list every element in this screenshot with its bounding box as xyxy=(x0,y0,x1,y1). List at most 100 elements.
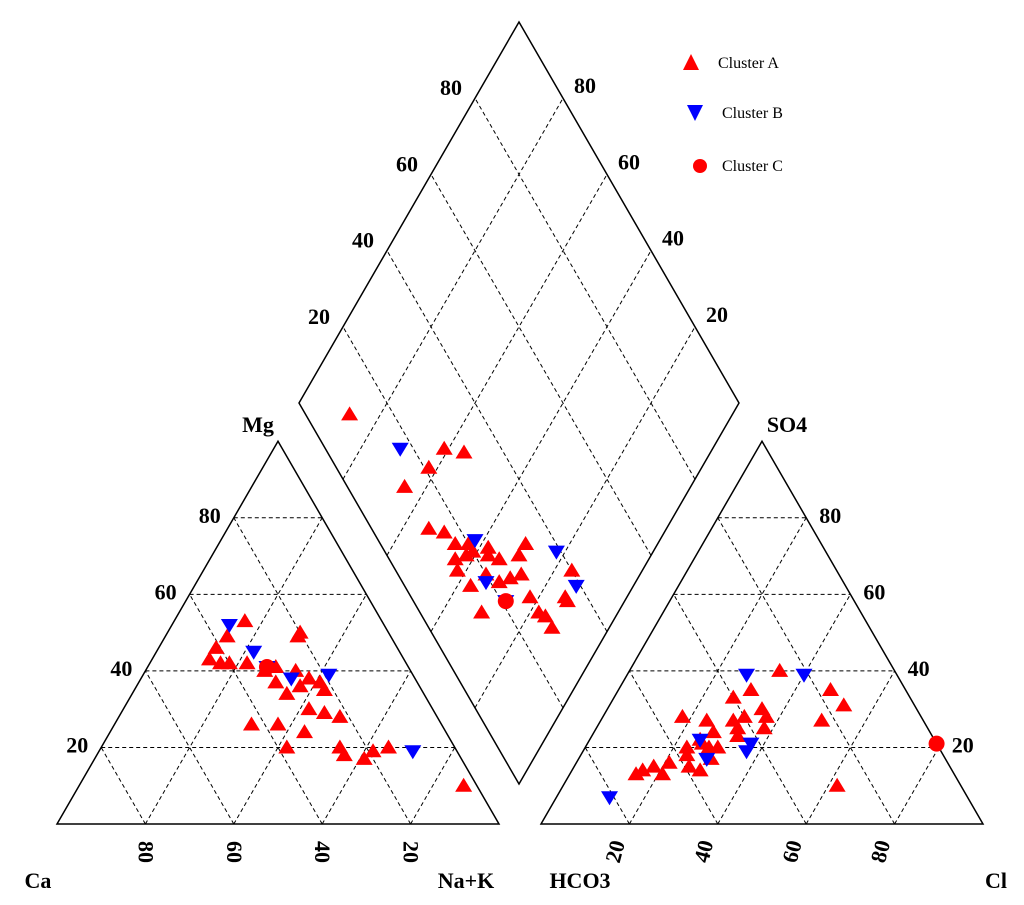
cation-point-cluster-a xyxy=(311,674,329,689)
anion-point-cluster-a xyxy=(678,747,696,762)
anion-point-cluster-a xyxy=(691,762,709,777)
diamond-point-cluster-a xyxy=(530,604,548,619)
tick-label-diamond-right: 60 xyxy=(618,149,640,174)
diamond-point-cluster-a xyxy=(501,570,519,585)
data-points xyxy=(200,406,945,806)
tick-label-diamond-right: 80 xyxy=(574,73,596,98)
cation-point-cluster-b xyxy=(282,672,300,687)
cation-point-cluster-a xyxy=(315,704,333,719)
tick-label-diamond-left: 80 xyxy=(440,75,462,100)
anion-point-cluster-a xyxy=(735,708,753,723)
cation-point-cluster-a xyxy=(355,750,373,765)
anion-point-cluster-a xyxy=(673,708,691,723)
tick-label-diamond-right: 40 xyxy=(662,226,684,251)
anion-point-cluster-b xyxy=(795,668,813,683)
cation-point-cluster-a xyxy=(242,716,260,731)
anion-point-cluster-a xyxy=(771,662,789,677)
diamond-grid-a xyxy=(430,250,652,632)
cation-grid-nak xyxy=(410,747,456,825)
cation-point-cluster-a xyxy=(289,628,307,643)
anion-grid-cl xyxy=(717,594,851,825)
cation-point-cluster-a xyxy=(238,655,256,670)
cation-point-cluster-a xyxy=(269,716,287,731)
diamond-point-cluster-b xyxy=(466,534,484,549)
anion-point-cluster-a xyxy=(698,712,716,727)
cation-point-cluster-b xyxy=(245,645,263,660)
cation-point-cluster-b xyxy=(220,618,238,633)
diamond-point-cluster-a xyxy=(490,574,508,589)
cation-point-cluster-b xyxy=(404,745,422,760)
anion-point-cluster-a xyxy=(757,708,775,723)
diamond-point-cluster-a xyxy=(396,478,414,493)
diamond-point-cluster-a xyxy=(455,444,473,459)
cation-point-cluster-a xyxy=(200,651,218,666)
diamond-point-cluster-b xyxy=(391,442,409,457)
so4-axis-label: SO4 xyxy=(767,412,807,437)
diamond-frame xyxy=(298,20,740,786)
cation-point-cluster-a xyxy=(236,613,254,628)
anion-point-cluster-a xyxy=(660,754,678,769)
cation-point-cluster-a xyxy=(278,739,296,754)
diamond-point-cluster-a xyxy=(473,604,491,619)
cation-point-cluster-a xyxy=(335,747,353,762)
cation-point-cluster-a xyxy=(380,739,397,754)
diagram-tick-labels: 20 20 20 20 40 40 40 40 60 60 60 60 80 80 80 80 80 60 40 20… xyxy=(66,73,974,865)
tick-label-cl: 20 xyxy=(600,838,630,866)
hco3-axis-label: HCO3 xyxy=(549,868,610,893)
legend-marker-circle xyxy=(693,159,707,173)
tick-label-mg: 20 xyxy=(66,732,88,757)
diamond-grid-b xyxy=(430,174,652,556)
ca-axis-label: Ca xyxy=(25,868,52,893)
diamond-point-cluster-a xyxy=(512,566,530,581)
cation-point-cluster-a xyxy=(220,655,238,670)
tick-label-ca: 80 xyxy=(133,841,158,863)
cation-triangle xyxy=(55,439,501,825)
cation-point-cluster-a xyxy=(300,701,318,716)
cation-point-cluster-a xyxy=(267,674,285,689)
anion-point-cluster-a xyxy=(680,758,698,773)
legend-label-cluster-c: Cluster C xyxy=(722,158,783,175)
diamond-point-cluster-a xyxy=(536,608,554,623)
cl-axis-label: Cl xyxy=(985,868,1007,893)
tick-label-ca: 20 xyxy=(399,841,424,863)
anion-point-cluster-a xyxy=(700,739,718,754)
anion-grid-cl xyxy=(894,747,940,825)
tick-label-so4: 20 xyxy=(952,732,974,757)
tick-label-cl: 80 xyxy=(865,838,895,866)
cation-point-cluster-a xyxy=(364,743,382,758)
legend-item-cluster-b: Cluster B xyxy=(687,105,783,122)
diamond-grid-b xyxy=(474,97,696,480)
legend-label-cluster-a: Cluster A xyxy=(718,55,779,72)
anion-point-cluster-b xyxy=(738,668,756,683)
diamond-point-cluster-a xyxy=(521,589,539,604)
anion-point-cluster-a xyxy=(835,697,853,712)
tick-label-cl: 60 xyxy=(777,838,807,866)
diagram-frames xyxy=(55,20,985,825)
cation-point-cluster-a xyxy=(291,678,309,693)
cation-point-cluster-a xyxy=(315,682,333,697)
cation-point-cluster-b xyxy=(320,668,338,683)
anion-triangle xyxy=(539,439,985,825)
diamond-point-cluster-a xyxy=(558,593,576,608)
legend-item-cluster-c: Cluster C xyxy=(693,158,783,175)
anion-point-cluster-a xyxy=(704,724,722,739)
cation-point-cluster-a xyxy=(331,708,349,723)
diamond-point-cluster-a xyxy=(341,406,359,421)
diamond-point-cluster-a xyxy=(543,619,561,634)
diamond-point-cluster-a xyxy=(490,551,508,566)
cation-point-cluster-a xyxy=(296,724,314,739)
diamond-grid-b xyxy=(342,326,564,709)
tick-label-so4: 40 xyxy=(908,656,930,681)
cation-grid-nak xyxy=(321,670,412,825)
tick-label-diamond-left: 40 xyxy=(352,228,374,253)
diamond-point-cluster-a xyxy=(563,562,581,577)
cation-point-cluster-a xyxy=(218,628,236,643)
anion-point-cluster-b xyxy=(742,737,760,752)
anion-point-cluster-a xyxy=(627,766,645,781)
diamond-point-cluster-c xyxy=(497,593,514,610)
anion-point-cluster-a xyxy=(645,758,663,773)
anion-grid-cl xyxy=(805,670,896,825)
diamond-point-cluster-b xyxy=(477,576,495,591)
tick-label-ca: 40 xyxy=(310,841,335,863)
diamond-point-cluster-a xyxy=(420,520,438,535)
